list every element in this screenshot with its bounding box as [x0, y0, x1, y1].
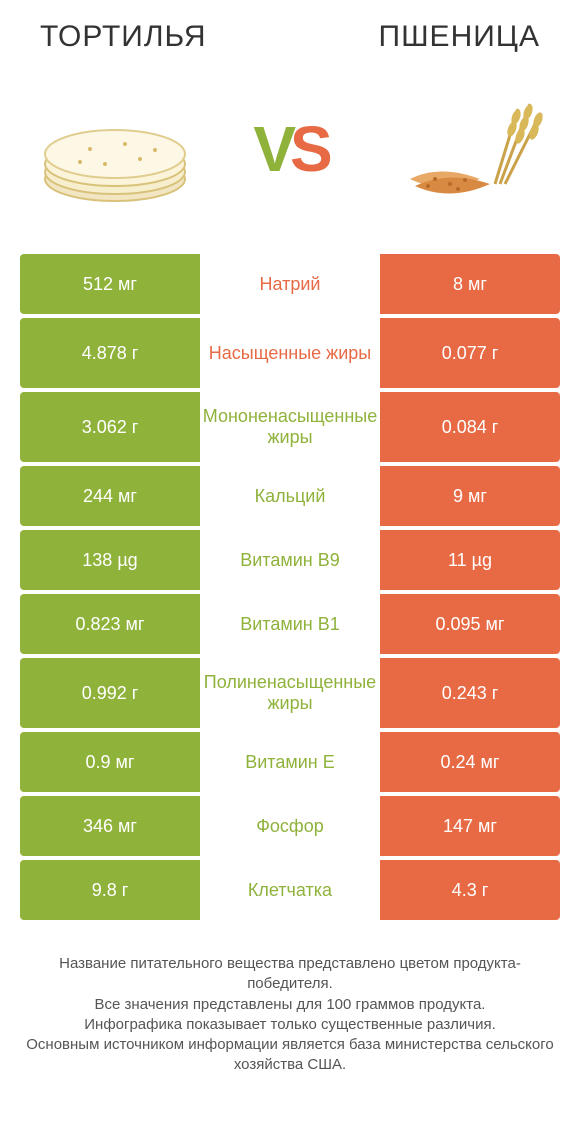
- nutrient-label: Полиненасыщенные жиры: [200, 658, 380, 728]
- value-left: 0.823 мг: [20, 594, 200, 654]
- value-right: 0.095 мг: [380, 594, 560, 654]
- vs-s: S: [290, 113, 327, 185]
- table-row: 9.8 гКлетчатка4.3 г: [20, 860, 560, 920]
- food-image-right: [380, 84, 550, 214]
- table-row: 512 мгНатрий8 мг: [20, 254, 560, 314]
- nutrient-label: Натрий: [200, 254, 380, 314]
- table-row: 0.9 мгВитамин E0.24 мг: [20, 732, 560, 792]
- nutrient-label: Витамин E: [200, 732, 380, 792]
- food-image-left: [30, 84, 200, 214]
- value-left: 0.992 г: [20, 658, 200, 728]
- value-right: 0.243 г: [380, 658, 560, 728]
- value-right: 4.3 г: [380, 860, 560, 920]
- value-right: 0.084 г: [380, 392, 560, 462]
- value-left: 9.8 г: [20, 860, 200, 920]
- comparison-table: 512 мгНатрий8 мг4.878 гНасыщенные жиры0.…: [20, 254, 560, 924]
- value-right: 0.077 г: [380, 318, 560, 388]
- table-row: 244 мгКальций9 мг: [20, 466, 560, 526]
- nutrient-label: Витамин B1: [200, 594, 380, 654]
- value-left: 346 мг: [20, 796, 200, 856]
- table-row: 0.992 гПолиненасыщенные жиры0.243 г: [20, 658, 560, 728]
- value-left: 3.062 г: [20, 392, 200, 462]
- footer-line: Название питательного вещества представл…: [26, 954, 554, 995]
- footer-line: Инфографика показывает только существенн…: [26, 1015, 554, 1035]
- hero-row: VS: [20, 84, 560, 214]
- title-left: ТОРТИЛЬЯ: [40, 20, 207, 54]
- table-row: 0.823 мгВитамин B10.095 мг: [20, 594, 560, 654]
- table-row: 3.062 гМононенасыщенные жиры0.084 г: [20, 392, 560, 462]
- vs-v: V: [253, 113, 290, 185]
- value-left: 138 µg: [20, 530, 200, 590]
- infographic-page: ТОРТИЛЬЯ ПШЕНИЦА VS: [0, 0, 580, 1144]
- footer-line: Основным источником информации является …: [26, 1035, 554, 1076]
- header: ТОРТИЛЬЯ ПШЕНИЦА: [20, 20, 560, 54]
- vs-label: VS: [253, 112, 326, 186]
- value-right: 147 мг: [380, 796, 560, 856]
- tortilla-icon: [30, 84, 200, 214]
- value-right: 0.24 мг: [380, 732, 560, 792]
- nutrient-label: Кальций: [200, 466, 380, 526]
- footer-line: Все значения представлены для 100 граммо…: [26, 995, 554, 1015]
- value-right: 9 мг: [380, 466, 560, 526]
- nutrient-label: Мононенасыщенные жиры: [200, 392, 380, 462]
- table-row: 346 мгФосфор147 мг: [20, 796, 560, 856]
- table-row: 138 µgВитамин B911 µg: [20, 530, 560, 590]
- value-left: 244 мг: [20, 466, 200, 526]
- value-left: 0.9 мг: [20, 732, 200, 792]
- value-left: 4.878 г: [20, 318, 200, 388]
- table-row: 4.878 гНасыщенные жиры0.077 г: [20, 318, 560, 388]
- value-right: 11 µg: [380, 530, 560, 590]
- nutrient-label: Насыщенные жиры: [200, 318, 380, 388]
- wheat-icon: [380, 84, 550, 214]
- title-right: ПШЕНИЦА: [379, 20, 541, 54]
- nutrient-label: Клетчатка: [200, 860, 380, 920]
- value-right: 8 мг: [380, 254, 560, 314]
- nutrient-label: Фосфор: [200, 796, 380, 856]
- value-left: 512 мг: [20, 254, 200, 314]
- footer-notes: Название питательного вещества представл…: [20, 954, 560, 1076]
- nutrient-label: Витамин B9: [200, 530, 380, 590]
